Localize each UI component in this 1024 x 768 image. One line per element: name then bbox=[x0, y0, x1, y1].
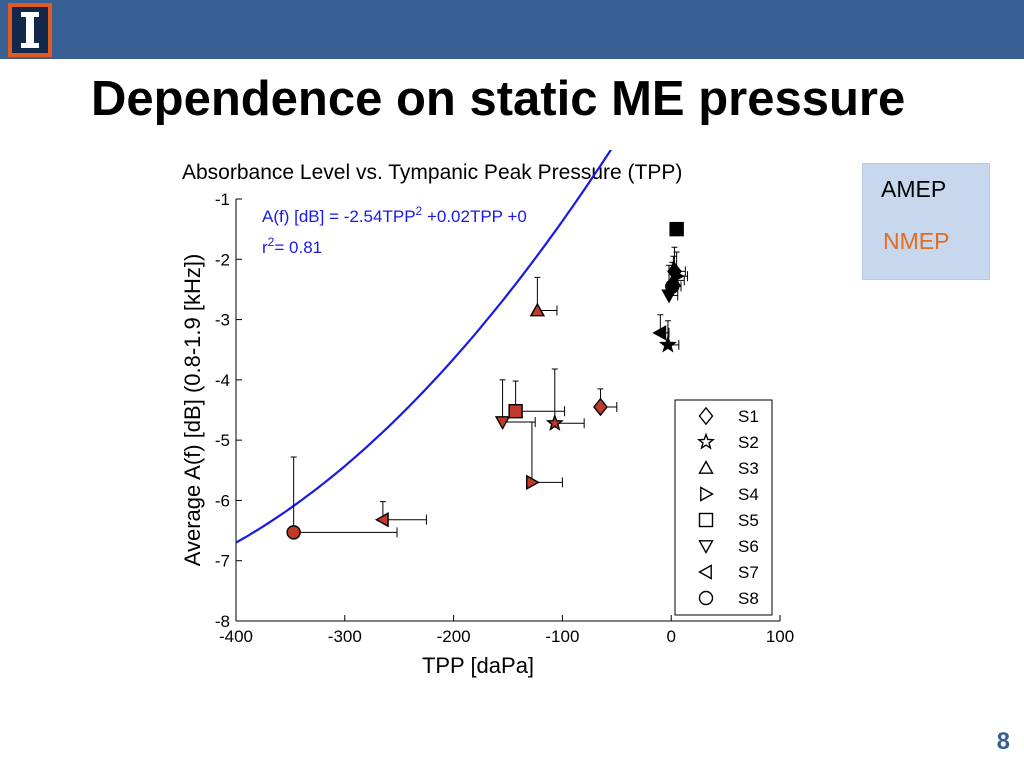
chart-title: Absorbance Level vs. Tympanic Peak Press… bbox=[182, 161, 682, 184]
marker-star bbox=[545, 413, 564, 431]
data-point-s8-nmep bbox=[286, 456, 398, 540]
nmep-label: NMEP bbox=[883, 228, 950, 254]
legend-label-s8: S8 bbox=[738, 589, 759, 608]
marker-square bbox=[669, 221, 684, 237]
x-tick-label: 0 bbox=[666, 627, 675, 646]
marker-triangle-left bbox=[652, 325, 667, 341]
university-logo bbox=[8, 3, 52, 57]
y-tick-label: -8 bbox=[215, 612, 230, 631]
data-point-s7-nmep bbox=[374, 501, 427, 528]
marker-triangle-right bbox=[670, 268, 685, 284]
legend-label-s2: S2 bbox=[738, 433, 759, 452]
x-tick-label: 100 bbox=[766, 627, 794, 646]
fit-equation: A(f) [dB] = -2.54TPP2 +0.02TPP +0 bbox=[262, 204, 527, 226]
legend-label-s7: S7 bbox=[738, 563, 759, 582]
x-axis-label: TPP [daPa] bbox=[422, 653, 534, 678]
marker-triangle-down bbox=[494, 416, 511, 430]
data-point-s8-amep bbox=[665, 261, 682, 294]
data-point-s5-amep bbox=[669, 221, 684, 237]
y-tick-label: -1 bbox=[215, 190, 230, 209]
legend-marker-circle bbox=[698, 590, 714, 606]
legend-label-s4: S4 bbox=[738, 485, 759, 504]
page-number: 8 bbox=[996, 728, 1010, 755]
condition-key-box: AMEP NMEP bbox=[862, 163, 990, 280]
marker-circle bbox=[665, 279, 680, 294]
legend-box bbox=[674, 399, 773, 616]
y-tick-label: -2 bbox=[215, 250, 230, 269]
data-point-s5-nmep bbox=[508, 380, 566, 419]
data-point-s3-nmep bbox=[529, 276, 558, 317]
data-point-s7-amep bbox=[652, 314, 670, 341]
marker-triangle-right bbox=[526, 474, 540, 491]
header-bar bbox=[0, 0, 1024, 59]
marker-star bbox=[658, 335, 677, 353]
legend: S1 S2 S3 S4 S5 S6 S7 S8 bbox=[674, 399, 773, 616]
legend-marker-square bbox=[698, 512, 714, 528]
y-axis-label: Average A(f) [dB] (0.8-1.9 [kHz]) bbox=[180, 254, 205, 567]
legend-marker-diamond bbox=[698, 406, 714, 426]
x-tick-label: -400 bbox=[219, 627, 253, 646]
y-tick-label: -7 bbox=[215, 552, 230, 571]
data-point-s4-nmep bbox=[526, 421, 563, 491]
legend-marker-triangle-up bbox=[698, 460, 714, 474]
data-point-s4-amep bbox=[670, 251, 689, 284]
marker-triangle-left bbox=[374, 512, 389, 528]
y-tick-label: -5 bbox=[215, 431, 230, 450]
legend-label-s3: S3 bbox=[738, 459, 759, 478]
legend-label-s1: S1 bbox=[738, 407, 759, 426]
fit-curve bbox=[235, 150, 613, 544]
r-squared: r2= 0.81 bbox=[262, 235, 322, 257]
legend-marker-triangle-right bbox=[700, 486, 714, 502]
slide-title: Dependence on static ME pressure bbox=[91, 72, 906, 126]
data-point-s1-nmep bbox=[593, 388, 618, 417]
marker-circle bbox=[286, 525, 301, 540]
marker-triangle-up bbox=[529, 302, 546, 317]
marker-square bbox=[508, 404, 523, 419]
y-tick-label: -6 bbox=[215, 491, 230, 510]
amep-label: AMEP bbox=[881, 176, 947, 202]
scatter-chart: Absorbance Level vs. Tympanic Peak Press… bbox=[180, 150, 794, 678]
legend-marker-triangle-left bbox=[698, 564, 712, 580]
y-tick-label: -4 bbox=[215, 371, 230, 390]
marker-diamond bbox=[593, 397, 608, 417]
y-tick-label: -3 bbox=[215, 311, 230, 330]
data-point-s2-nmep bbox=[545, 368, 585, 431]
legend-label-s5: S5 bbox=[738, 511, 759, 530]
x-tick-label: -100 bbox=[545, 627, 579, 646]
x-tick-label: -300 bbox=[328, 627, 362, 646]
legend-marker-triangle-down bbox=[698, 540, 714, 554]
x-tick-label: -200 bbox=[437, 627, 471, 646]
legend-marker-star bbox=[697, 432, 715, 450]
legend-label-s6: S6 bbox=[738, 537, 759, 556]
data-point-s6-nmep bbox=[494, 379, 536, 430]
